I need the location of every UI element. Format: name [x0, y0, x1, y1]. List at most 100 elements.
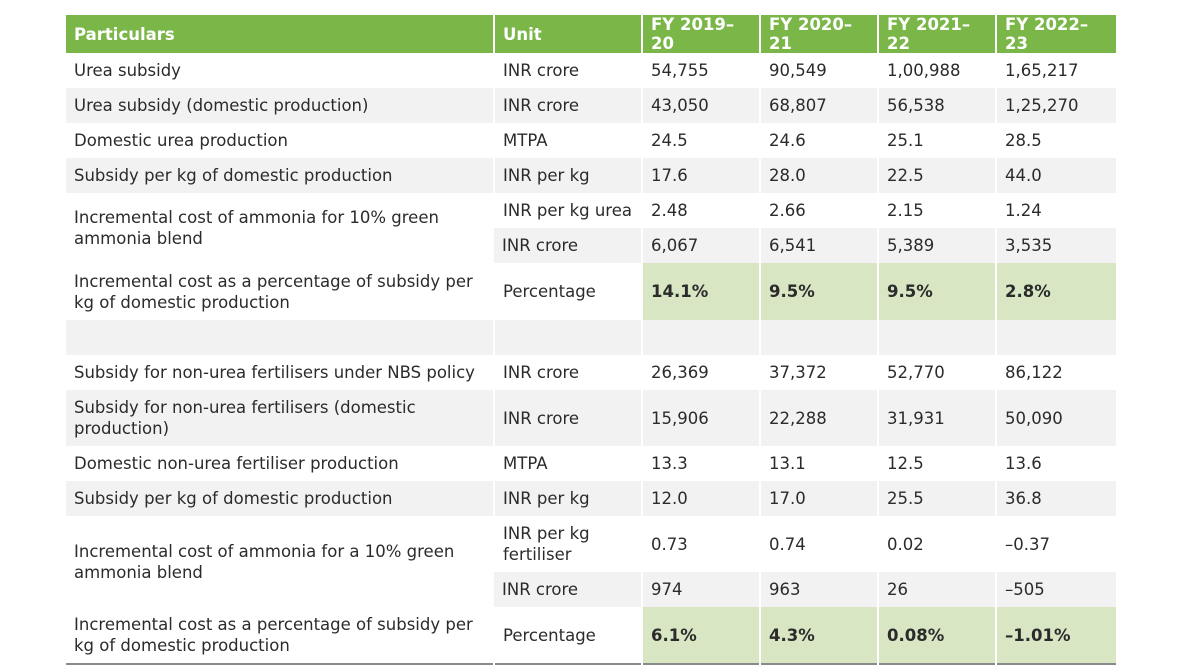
row-value: 1,00,988 — [877, 53, 996, 88]
row-particular: Urea subsidy — [74, 61, 181, 80]
row-unit: INR crore — [493, 390, 642, 446]
row-value: 43,050 — [641, 88, 760, 123]
row-value-highlight: 4.3% — [759, 607, 878, 664]
row-value: 86,122 — [995, 355, 1116, 390]
row-value: 2.48 — [641, 193, 760, 228]
row-value: 13.6 — [995, 446, 1116, 481]
row-value: 52,770 — [877, 355, 996, 390]
row-value: 37,372 — [759, 355, 878, 390]
row-particular: Subsidy per kg of domestic production — [66, 481, 494, 516]
table-row: Domestic urea production MTPA 24.5 24.6 … — [66, 123, 1116, 158]
row-value: 0.02 — [877, 516, 996, 572]
row-value: 31,931 — [877, 390, 996, 446]
row-unit: MTPA — [493, 123, 642, 158]
table-row: Subsidy per kg of domestic production IN… — [66, 481, 1116, 516]
row-value: 1.24 — [995, 193, 1116, 228]
row-value: 24.6 — [759, 123, 878, 158]
row-value-highlight: 6.1% — [641, 607, 760, 664]
row-unit: Percentage — [493, 263, 642, 320]
table-row: Urea subsidy (domestic production) INR c… — [66, 88, 1116, 123]
row-value: 0.74 — [759, 516, 878, 572]
row-value: 90,549 — [759, 53, 878, 88]
row-value: 12.5 — [877, 446, 996, 481]
section-spacer-row — [66, 320, 1116, 355]
row-particular: Subsidy for non-urea fertilisers (domest… — [66, 390, 494, 446]
row-value: 22,288 — [759, 390, 878, 446]
row-value: 36.8 — [995, 481, 1116, 516]
spacer-cell — [995, 320, 1116, 355]
row-value: 15,906 — [641, 390, 760, 446]
row-value: 974 — [641, 572, 760, 607]
row-value: 54,755 — [641, 53, 760, 88]
row-value: 25.5 — [877, 481, 996, 516]
row-value: 1,65,217 — [995, 53, 1116, 88]
row-value: 0.73 — [641, 516, 760, 572]
row-value-highlight: –1.01% — [995, 607, 1116, 664]
row-unit: INR per kg — [493, 481, 642, 516]
row-value: 963 — [759, 572, 878, 607]
row-value: 56,538 — [877, 88, 996, 123]
table-row: Incremental cost of ammonia for 10% gree… — [66, 193, 1116, 263]
row-value: 24.5 — [641, 123, 760, 158]
row-value-highlight: 9.5% — [759, 263, 878, 320]
row-particular: Domestic non-urea fertiliser production — [74, 454, 399, 473]
table-row: Subsidy for non-urea fertilisers under N… — [66, 355, 1116, 390]
row-value: –505 — [995, 572, 1116, 607]
row-particular: Incremental cost of ammonia for 10% gree… — [66, 193, 494, 263]
table-row: INR crore 974 963 26 –505 — [66, 572, 1116, 607]
row-particular: Subsidy for non-urea fertilisers under N… — [74, 363, 475, 382]
header-fy-2021-22: FY 2021–22 — [877, 15, 996, 53]
row-unit: INR crore — [493, 355, 642, 390]
spacer-cell — [493, 320, 642, 355]
row-particular: Incremental cost as a percentage of subs… — [74, 615, 473, 655]
spacer-cell — [759, 320, 878, 355]
row-value: 2.66 — [759, 193, 878, 228]
row-value: 68,807 — [759, 88, 878, 123]
table-header-row: Particulars Unit FY 2019–20 FY 2020–21 F… — [66, 15, 1116, 53]
table-row: Incremental cost as a percentage of subs… — [66, 607, 1116, 664]
table-row: Domestic non-urea fertiliser production … — [66, 446, 1116, 481]
header-fy-2020-21: FY 2020–21 — [759, 15, 878, 53]
row-value: 26 — [877, 572, 996, 607]
header-fy-2022-23: FY 2022–23 — [995, 15, 1116, 53]
row-unit: INR crore — [493, 53, 642, 88]
row-value: 50,090 — [995, 390, 1116, 446]
table-row: Incremental cost as a percentage of subs… — [66, 263, 1116, 320]
row-value: 13.3 — [641, 446, 760, 481]
header-unit: Unit — [493, 15, 642, 53]
table-row: Subsidy for non-urea fertilisers (domest… — [66, 390, 1116, 446]
row-value-highlight: 14.1% — [641, 263, 760, 320]
row-value: 22.5 — [877, 158, 996, 193]
row-value: 25.1 — [877, 123, 996, 158]
header-fy-2019-20: FY 2019–20 — [641, 15, 760, 53]
row-value: 26,369 — [641, 355, 760, 390]
table-row: Subsidy per kg of domestic production IN… — [66, 158, 1116, 193]
row-unit: Percentage — [493, 607, 642, 664]
spacer-cell — [641, 320, 760, 355]
row-value-highlight: 0.08% — [877, 607, 996, 664]
row-value: 6,541 — [759, 228, 878, 263]
subsidy-table: Particulars Unit FY 2019–20 FY 2020–21 F… — [66, 15, 1116, 665]
row-particular: Subsidy per kg of domestic production — [66, 158, 494, 193]
row-value: 1,25,270 — [995, 88, 1116, 123]
row-value: 17.6 — [641, 158, 760, 193]
row-unit: INR per kg fertiliser — [493, 516, 642, 572]
row-particular: Domestic urea production — [74, 131, 288, 150]
row-value: 13.1 — [759, 446, 878, 481]
row-value: 44.0 — [995, 158, 1116, 193]
row-value: 5,389 — [877, 228, 996, 263]
row-value: 12.0 — [641, 481, 760, 516]
row-value-highlight: 2.8% — [995, 263, 1116, 320]
spacer-cell — [877, 320, 996, 355]
row-value-highlight: 9.5% — [877, 263, 996, 320]
row-particular: Incremental cost as a percentage of subs… — [74, 271, 473, 312]
row-particular: Urea subsidy (domestic production) — [66, 88, 494, 123]
row-unit: MTPA — [493, 446, 642, 481]
row-value: 2.15 — [877, 193, 996, 228]
row-particular: Incremental cost of ammonia for a 10% gr… — [66, 516, 494, 607]
row-unit: INR per kg — [493, 158, 642, 193]
row-value: 28.5 — [995, 123, 1116, 158]
row-value: 6,067 — [641, 228, 760, 263]
row-unit: INR per kg urea — [493, 193, 642, 228]
row-value: 17.0 — [759, 481, 878, 516]
